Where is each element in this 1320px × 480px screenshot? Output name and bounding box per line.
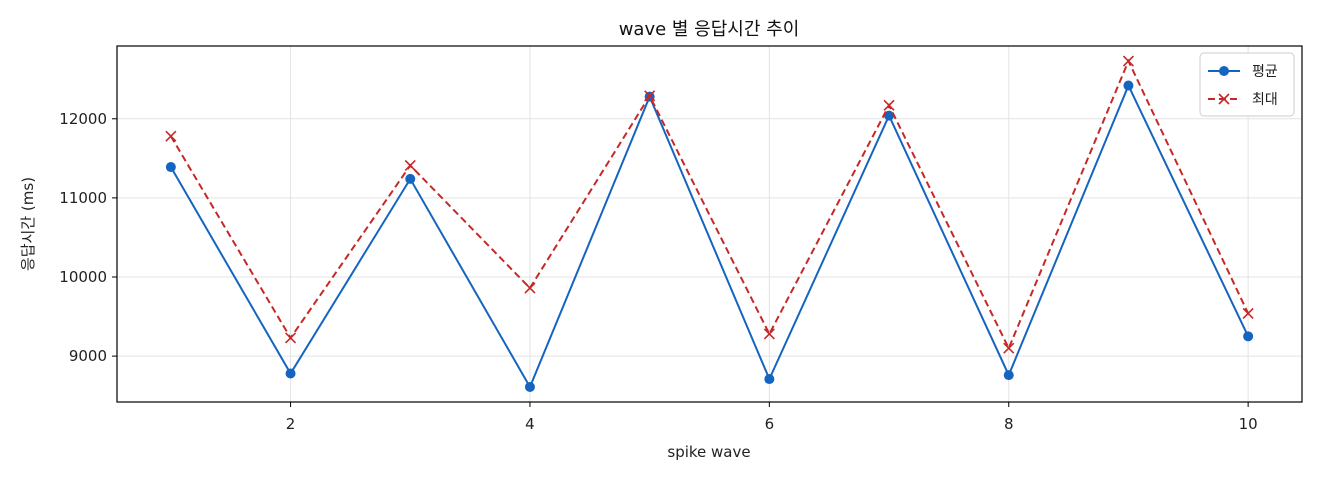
- y-axis-label: 응답시간 (ms): [19, 177, 37, 271]
- legend-entry: 평균: [1208, 64, 1278, 80]
- y-tick-label: 9000: [69, 347, 107, 365]
- data-point: [763, 328, 775, 340]
- x-tick-label: 8: [1004, 415, 1014, 433]
- series-line: [169, 83, 1250, 390]
- data-point: [524, 381, 535, 392]
- x-tick-label: 2: [286, 415, 296, 433]
- legend-label: 최대: [1252, 92, 1278, 108]
- data-point: [1242, 307, 1254, 319]
- data-point: [285, 368, 296, 379]
- x-tick-label: 10: [1239, 415, 1258, 433]
- data-point: [165, 130, 177, 142]
- series-max: [165, 55, 1254, 354]
- data-point: [284, 332, 297, 344]
- data-point: [1003, 370, 1014, 381]
- ticks: 2 4 6 8 10 9000 10000 11000 12000: [59, 110, 1257, 433]
- data-point: [524, 282, 536, 294]
- data-point: [405, 173, 416, 184]
- chart-title: wave 별 응답시간 추이: [619, 19, 800, 40]
- x-tick-label: 4: [525, 415, 535, 433]
- y-tick-label: 10000: [59, 268, 107, 286]
- data-point: [404, 159, 416, 172]
- y-tick-label: 11000: [59, 189, 107, 207]
- data-point: [1003, 342, 1015, 354]
- data-point: [644, 90, 656, 102]
- series-mean: [165, 80, 1254, 392]
- data-point: [1243, 331, 1254, 342]
- series-layer: [165, 55, 1254, 392]
- legend-marker: [1218, 93, 1230, 105]
- grid: [117, 46, 1302, 402]
- data-point: [1122, 55, 1135, 67]
- legend-entry: 최대: [1208, 92, 1278, 108]
- legend-box: [1199, 52, 1295, 117]
- x-axis-label: spike wave: [667, 443, 750, 461]
- plot-frame: [116, 45, 1303, 403]
- x-tick-label: 6: [765, 415, 775, 433]
- data-point: [884, 110, 895, 121]
- data-point: [1123, 80, 1134, 91]
- series-line: [170, 58, 1250, 351]
- data-point: [165, 162, 176, 173]
- data-point: [883, 99, 895, 111]
- legend-label: 평균: [1252, 64, 1278, 80]
- y-tick-label: 12000: [59, 110, 107, 128]
- legend-marker: [1219, 66, 1229, 76]
- data-point: [764, 374, 775, 385]
